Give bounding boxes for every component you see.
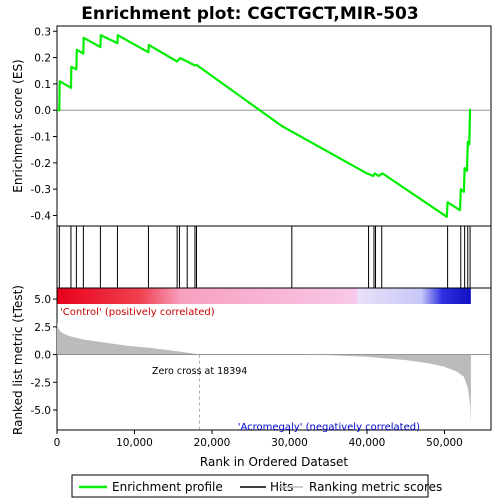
enrichment-y-axis-label: Enrichment score (ES) [11,59,25,192]
legend-box [71,474,429,498]
x-tick-label: 20,000 [194,437,231,449]
legend-ranking-label: Ranking metric scores [309,480,442,494]
x-axis-ticks: 0 10,000 20,000 30,000 40,000 50,000 [54,430,463,449]
chart-title: Enrichment plot: CGCTGCT,MIR-503 [81,4,418,24]
enrichment-y-tick-label: 0.3 [34,26,51,38]
legend: Enrichment profile Hits Ranking metric s… [71,474,442,498]
enrichment-y-tick-label: 0.2 [34,53,51,65]
positive-correlation-label: 'Control' (positively correlated) [60,307,215,318]
enrichment-plot-area [56,25,492,227]
ranked-metric-panel: 5.0 2.5 0.0 -2.5 -5.0 'Control' (positively … [11,285,492,435]
ranked-metric-y-tick-label: 2.5 [34,322,51,334]
enrichment-y-tick-label: -0.4 [31,210,52,222]
enrichment-y-tick-label: 0.1 [34,79,51,91]
enrichment-y-tick-label: -0.3 [31,184,52,196]
hits-panel [56,225,492,289]
enrichment-y-tick-label: -0.2 [31,158,52,170]
x-tick-label: 10,000 [116,437,153,449]
enrichment-panel: 0.3 0.2 0.1 0.0 -0.1 -0.2 -0.3 -0.4 Enrichment … [11,25,492,227]
x-tick-label: 50,000 [426,437,463,449]
ranked-metric-y-ticks: 5.0 2.5 0.0 -2.5 -5.0 [31,294,57,417]
hit-lines [58,226,471,288]
ranked-metric-plot-area [56,287,492,431]
ranked-metric-y-tick-label: 5.0 [34,294,51,306]
hits-plot-area [56,225,492,289]
x-tick-label: 40,000 [349,437,386,449]
enrichment-y-tick-label: -0.1 [31,132,52,144]
ranked-metric-y-tick-label: -5.0 [31,405,52,417]
enrichment-y-tick-label: 0.0 [34,105,51,117]
legend-enrichment-label: Enrichment profile [112,480,223,494]
ranking-metric-area [57,322,471,426]
x-tick-label: 30,000 [271,437,308,449]
rank-color-bar [57,288,471,304]
zero-cross-label: Zero cross at 18394 [152,366,247,377]
ranked-metric-y-tick-label: 0.0 [34,350,51,362]
x-axis-label: Rank in Ordered Dataset [200,455,348,469]
enrichment-profile-line [57,34,472,218]
ranked-metric-y-axis-label: Ranked list metric (tTest) [11,285,25,435]
ranked-metric-y-tick-label: -2.5 [31,377,52,389]
enrichment-y-ticks: 0.3 0.2 0.1 0.0 -0.1 -0.2 -0.3 -0.4 [31,26,57,222]
negative-correlation-label: 'Acromegaly' (negatively correlated) [238,422,420,433]
x-tick-label: 0 [54,437,61,449]
